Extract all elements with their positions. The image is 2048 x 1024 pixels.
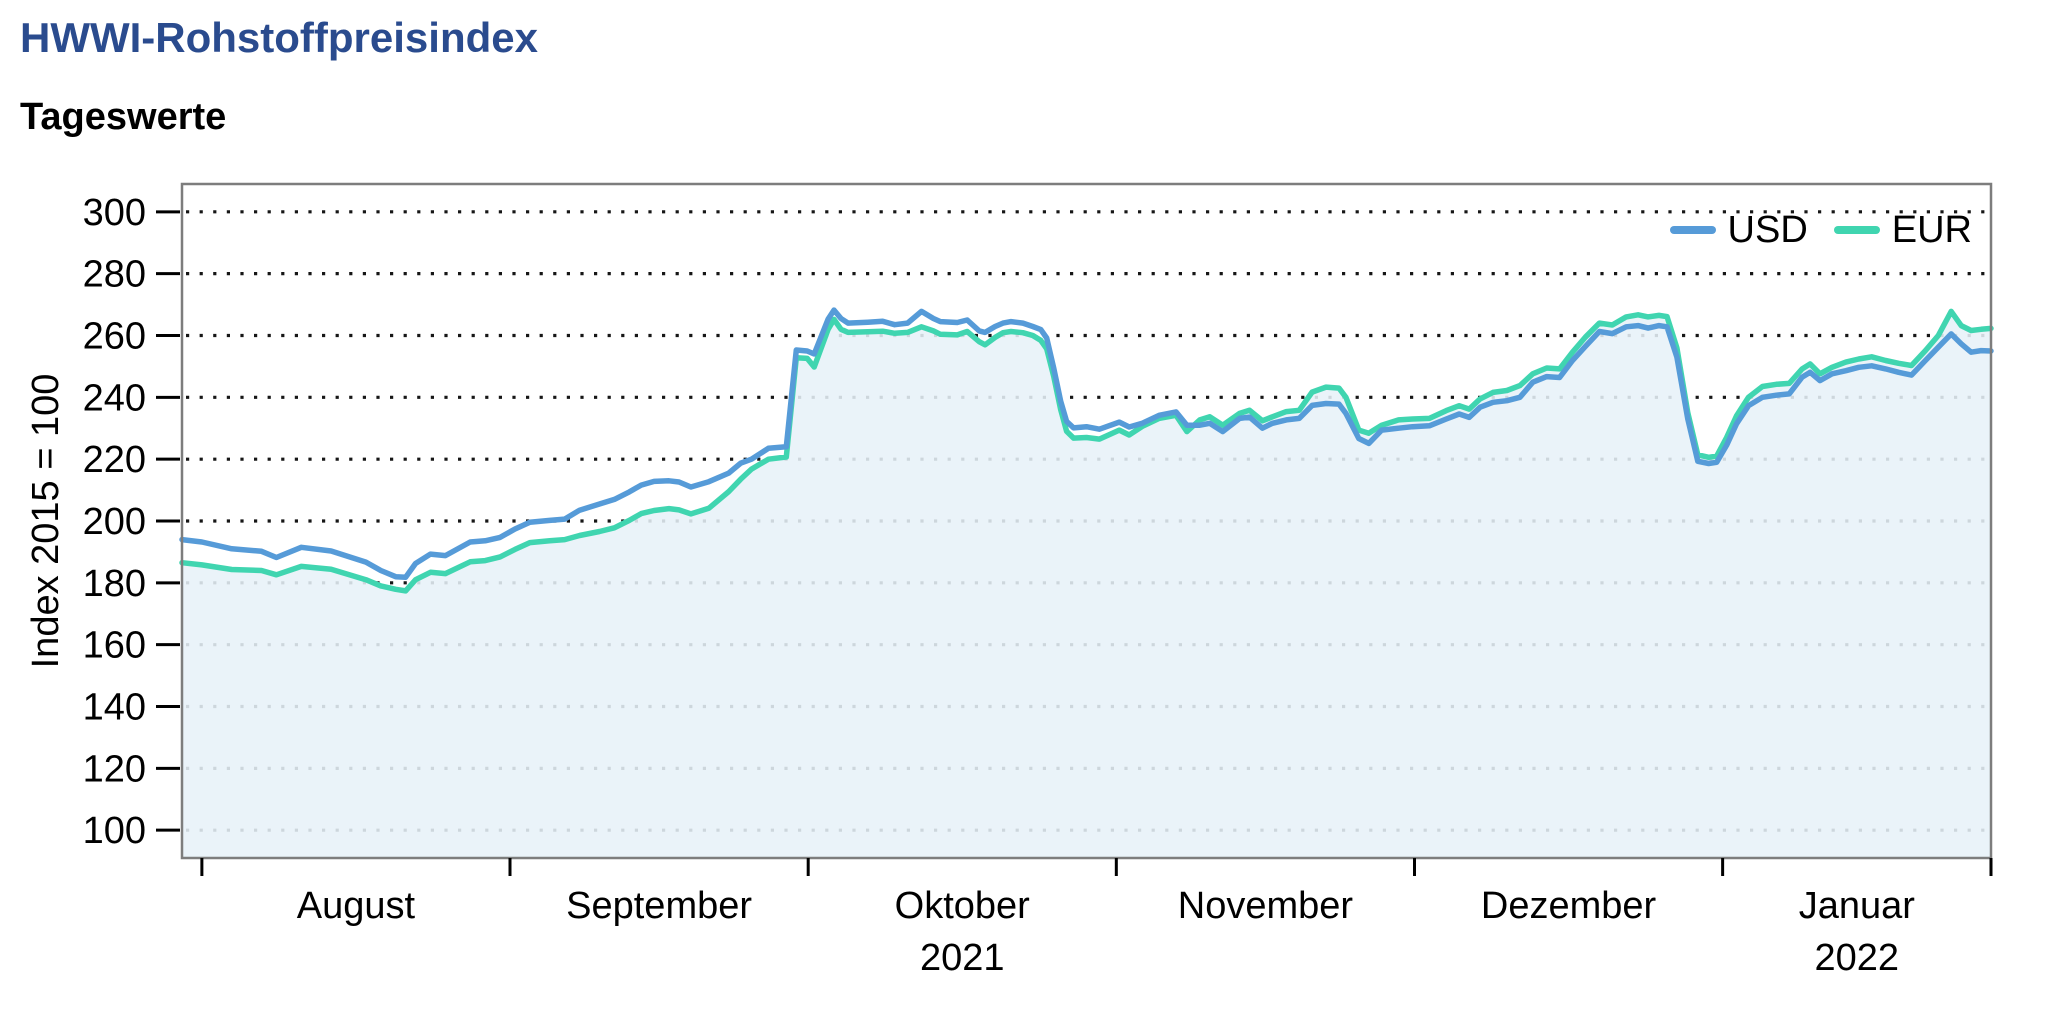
x-year-label-2022: 2022 — [1815, 937, 1900, 979]
legend-swatch-eur — [1833, 226, 1880, 234]
x-month-label-oktober: Oktober — [895, 885, 1031, 927]
x-year-label-2021: 2021 — [920, 937, 1005, 979]
chart-subtitle: Tageswerte — [20, 96, 227, 138]
y-tick-label-280: 280 — [83, 254, 146, 296]
chart-legend: USD EUR — [1669, 209, 1972, 251]
x-month-label-september: September — [566, 885, 752, 927]
x-month-label-august: August — [297, 885, 416, 927]
y-tick-label-220: 220 — [83, 439, 146, 481]
x-month-label-november: November — [1178, 885, 1354, 927]
legend-label-eur: EUR — [1891, 209, 1972, 251]
series-line-usd — [179, 307, 1994, 581]
y-axis-title: Index 2015 = 100 — [25, 374, 67, 669]
y-tick-label-140: 140 — [83, 687, 146, 729]
page-title: HWWI-Rohstoffpreisindex — [20, 14, 538, 61]
legend-swatch-usd — [1669, 226, 1716, 234]
legend-item-eur: EUR — [1833, 209, 1972, 251]
legend-item-usd: USD — [1669, 209, 1808, 251]
y-axis: 300 280 260 240 220 200 180 160 140 120 100 — [83, 192, 180, 852]
y-tick-label-160: 160 — [83, 625, 146, 667]
y-tick-label-100: 100 — [83, 810, 146, 852]
series-line-eur — [179, 308, 1994, 594]
y-tick-label-300: 300 — [83, 192, 146, 234]
x-axis: August September Oktober 2021 November Dezemb… — [200, 858, 1993, 979]
y-tick-label-200: 200 — [83, 501, 146, 543]
y-tick-label-260: 260 — [83, 315, 146, 357]
y-tick-label-240: 240 — [83, 377, 146, 419]
y-tick-label-120: 120 — [83, 748, 146, 790]
legend-label-usd: USD — [1727, 209, 1808, 251]
plot-border — [180, 182, 1993, 860]
area-fill-eur — [182, 311, 1991, 858]
x-month-label-dezember: Dezember — [1481, 885, 1657, 927]
y-tick-label-180: 180 — [83, 563, 146, 605]
x-month-label-januar: Januar — [1799, 885, 1916, 927]
